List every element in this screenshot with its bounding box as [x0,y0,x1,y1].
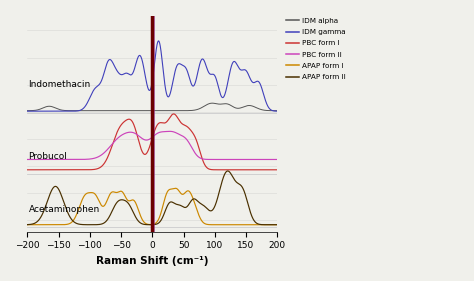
Legend: IDM alpha, IDM gamma, PBC form I, PBC form II, APAP form I, APAP form II: IDM alpha, IDM gamma, PBC form I, PBC fo… [283,15,349,83]
X-axis label: Raman Shift (cm⁻¹): Raman Shift (cm⁻¹) [96,256,209,266]
Text: Probucol: Probucol [28,152,67,161]
Text: Acetaminophen: Acetaminophen [28,205,100,214]
Text: Indomethacin: Indomethacin [28,80,91,89]
